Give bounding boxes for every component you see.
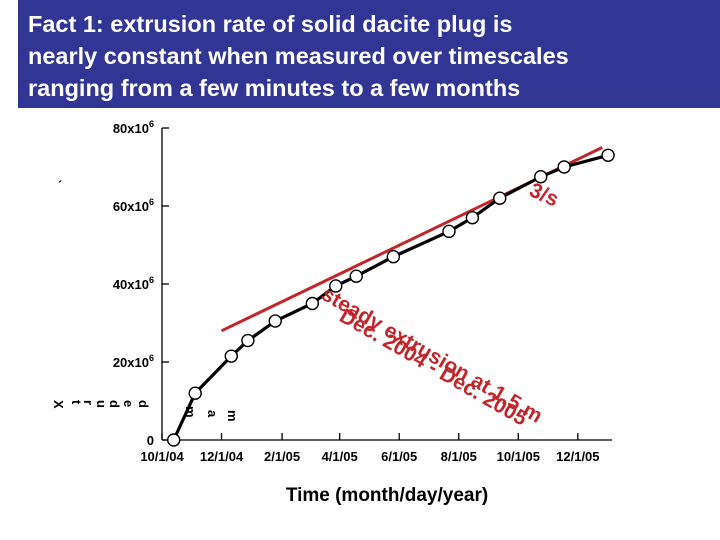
- data-point: [224, 349, 239, 363]
- series-group: [167, 148, 615, 447]
- y-tick-label: 20x106: [113, 353, 154, 370]
- x-tick-label: 8/1/05: [441, 449, 477, 464]
- y-tick-label: 60x106: [113, 197, 154, 214]
- y-label-fragment: X: [51, 400, 66, 409]
- y-label-fragment: u: [94, 400, 109, 408]
- y-label-fragment: e: [121, 400, 136, 407]
- y-tick-label: 0: [147, 433, 154, 448]
- x-axis-title: Time (month/day/year): [286, 485, 488, 506]
- data-point: [329, 279, 343, 293]
- x-tick-label: 12/1/04: [200, 449, 244, 464]
- data-point: [349, 269, 363, 283]
- chart-ticks: 0 20x106 40x106 60x106 80x106 10/1/04 12/1/04 2…: [113, 119, 600, 464]
- data-point: [465, 210, 480, 225]
- annotation-period: Dec. 2004 - Dec. 2005: [336, 304, 532, 430]
- annotation-fragment: 3/s: [526, 179, 562, 212]
- y-label-fragment: d: [136, 400, 151, 408]
- y-label-fragment: a: [205, 410, 220, 418]
- data-point: [493, 191, 507, 205]
- y-label-fragment: r: [81, 400, 96, 405]
- data-point: [268, 314, 282, 328]
- title-line-1: Fact 1: extrusion rate of solid dacite p…: [28, 11, 513, 37]
- x-tick-label: 12/1/05: [556, 449, 599, 464]
- x-tick-label: 10/1/04: [140, 449, 184, 464]
- x-tick-label: 2/1/05: [264, 449, 300, 464]
- data-point: [386, 250, 401, 264]
- y-label-fragment: m: [225, 410, 240, 422]
- stray-mark: ´: [58, 178, 62, 193]
- x-tick-label: 4/1/05: [322, 449, 358, 464]
- data-point: [305, 296, 320, 311]
- x-tick-label: 6/1/05: [381, 449, 417, 464]
- y-label-fragment: t: [69, 400, 84, 405]
- data-point: [601, 148, 615, 163]
- y-label-fragment: m: [183, 406, 198, 418]
- y-label-fragment: d: [107, 400, 122, 408]
- data-point: [241, 333, 255, 348]
- x-tick-label: 10/1/05: [497, 449, 540, 464]
- data-point: [534, 170, 548, 184]
- data-point: [188, 386, 202, 400]
- title-line-3: ranging from a few minutes to a few mont…: [28, 75, 521, 101]
- data-point: [557, 160, 571, 174]
- data-point: [167, 433, 181, 447]
- y-tick-label: 40x106: [113, 275, 154, 292]
- data-point: [442, 224, 456, 239]
- title-banner: Fact 1: extrusion rate of solid dacite p…: [18, 0, 720, 108]
- y-tick-label: 80x106: [113, 119, 154, 136]
- title-line-2: nearly constant when measured over times…: [28, 43, 569, 69]
